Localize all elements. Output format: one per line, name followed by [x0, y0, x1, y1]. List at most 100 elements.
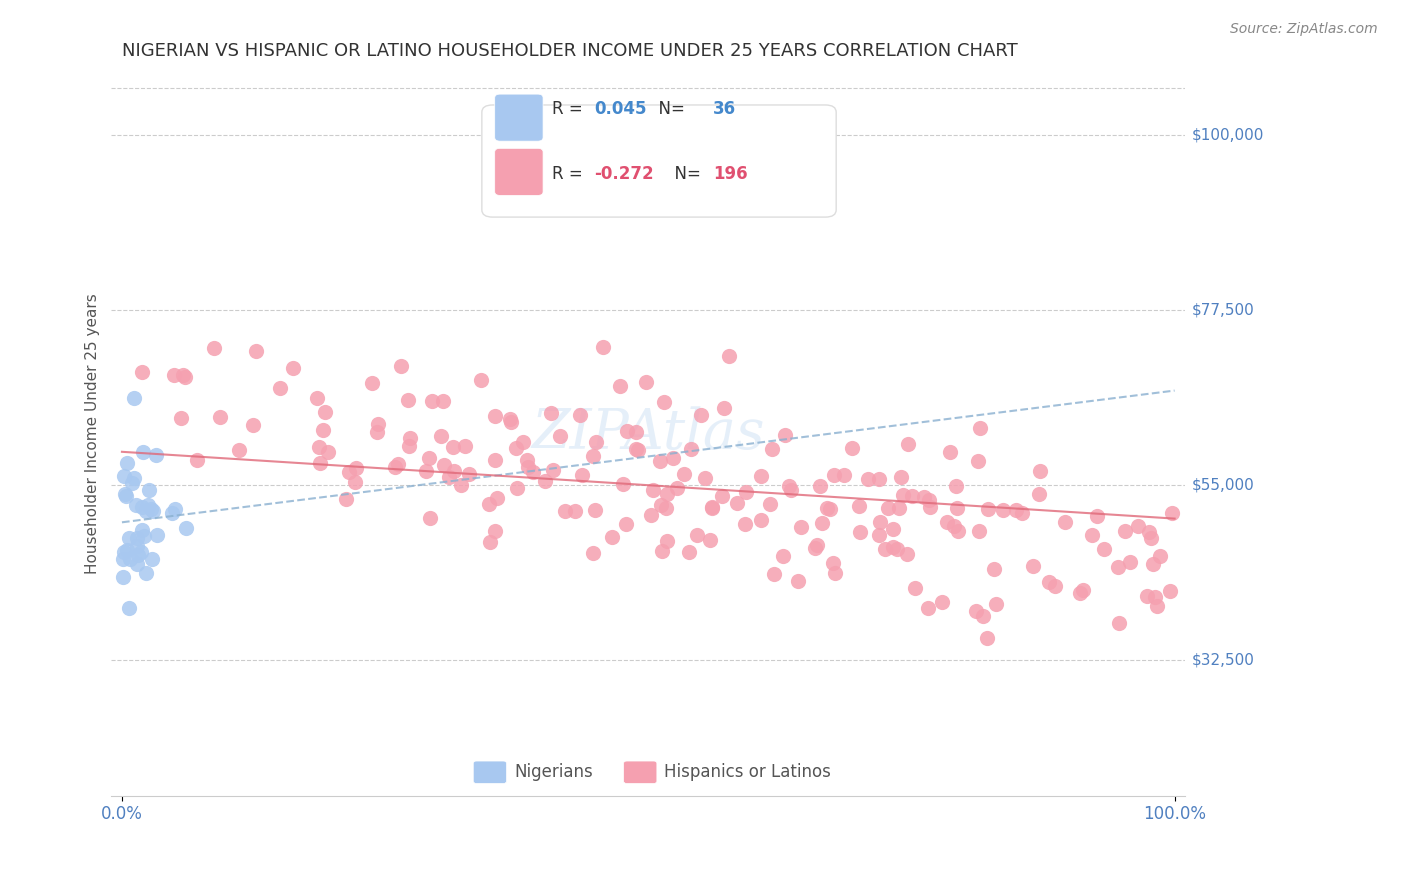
- Point: [700, 500, 723, 514]
- Point: [856, 472, 879, 486]
- Point: [132, 445, 155, 459]
- Point: [778, 479, 800, 493]
- Point: [640, 508, 662, 522]
- Point: [1136, 589, 1159, 603]
- Point: [176, 521, 198, 535]
- Point: [118, 551, 141, 566]
- Point: [432, 393, 454, 408]
- Point: [367, 417, 389, 432]
- Point: [993, 503, 1015, 517]
- Point: [146, 528, 169, 542]
- Point: [1140, 531, 1163, 545]
- Point: [186, 453, 208, 467]
- Point: [127, 539, 149, 553]
- Point: [897, 437, 920, 451]
- Point: [849, 524, 872, 539]
- Point: [564, 504, 586, 518]
- Point: [749, 469, 772, 483]
- Point: [655, 501, 678, 516]
- Point: [308, 440, 330, 454]
- Point: [458, 467, 481, 481]
- Point: [1005, 503, 1028, 517]
- Point: [624, 442, 647, 457]
- Point: [583, 502, 606, 516]
- Point: [484, 453, 506, 467]
- Point: [344, 461, 367, 475]
- Point: [131, 500, 153, 514]
- Point: [655, 534, 678, 549]
- Point: [650, 454, 672, 468]
- Point: [824, 566, 846, 580]
- Point: [886, 541, 908, 556]
- Point: [1161, 506, 1184, 520]
- Point: [1143, 591, 1166, 605]
- Point: [366, 425, 388, 440]
- Text: R =: R =: [551, 165, 588, 183]
- Point: [208, 409, 231, 424]
- Point: [142, 504, 165, 518]
- Point: [868, 528, 890, 542]
- Point: [685, 527, 707, 541]
- Point: [135, 566, 157, 580]
- Point: [725, 496, 748, 510]
- Text: 36: 36: [713, 100, 735, 118]
- Point: [1011, 506, 1033, 520]
- Point: [314, 405, 336, 419]
- Point: [335, 491, 357, 506]
- FancyBboxPatch shape: [495, 148, 543, 195]
- Point: [875, 541, 897, 556]
- Point: [454, 439, 477, 453]
- Point: [534, 475, 557, 489]
- Text: 0.045: 0.045: [595, 100, 647, 118]
- Point: [808, 478, 831, 492]
- Point: [245, 344, 267, 359]
- Point: [948, 524, 970, 538]
- Point: [309, 456, 332, 470]
- Point: [761, 442, 783, 457]
- Point: [702, 500, 724, 515]
- Point: [337, 465, 360, 479]
- Point: [976, 631, 998, 645]
- Point: [889, 500, 911, 515]
- Point: [967, 453, 990, 467]
- Point: [834, 467, 856, 482]
- Y-axis label: Householder Income Under 25 years: Householder Income Under 25 years: [86, 293, 100, 574]
- Point: [170, 410, 193, 425]
- Point: [946, 501, 969, 516]
- Point: [1107, 559, 1129, 574]
- Point: [891, 488, 914, 502]
- Point: [678, 544, 700, 558]
- Point: [823, 468, 845, 483]
- Point: [943, 519, 966, 533]
- Point: [122, 471, 145, 485]
- Point: [554, 503, 576, 517]
- Point: [585, 434, 607, 449]
- Point: [420, 394, 443, 409]
- Point: [882, 540, 904, 554]
- Point: [398, 439, 420, 453]
- Text: N=: N=: [648, 100, 690, 118]
- Point: [163, 502, 186, 516]
- Point: [681, 442, 703, 457]
- Point: [111, 552, 134, 566]
- Point: [512, 435, 534, 450]
- Text: NIGERIAN VS HISPANIC OR LATINO HOUSEHOLDER INCOME UNDER 25 YEARS CORRELATION CHA: NIGERIAN VS HISPANIC OR LATINO HOUSEHOLD…: [122, 42, 1018, 60]
- Point: [869, 516, 891, 530]
- Point: [641, 483, 664, 497]
- Point: [112, 469, 135, 483]
- Point: [131, 365, 153, 379]
- Point: [662, 450, 685, 465]
- Point: [609, 378, 631, 392]
- Point: [396, 392, 419, 407]
- Point: [1092, 541, 1115, 556]
- Point: [131, 523, 153, 537]
- Point: [1142, 558, 1164, 572]
- Text: R =: R =: [551, 100, 588, 118]
- Point: [965, 603, 987, 617]
- Point: [896, 547, 918, 561]
- Point: [125, 531, 148, 545]
- Text: 196: 196: [713, 165, 748, 183]
- Point: [1159, 583, 1181, 598]
- Point: [636, 375, 658, 389]
- Point: [242, 417, 264, 432]
